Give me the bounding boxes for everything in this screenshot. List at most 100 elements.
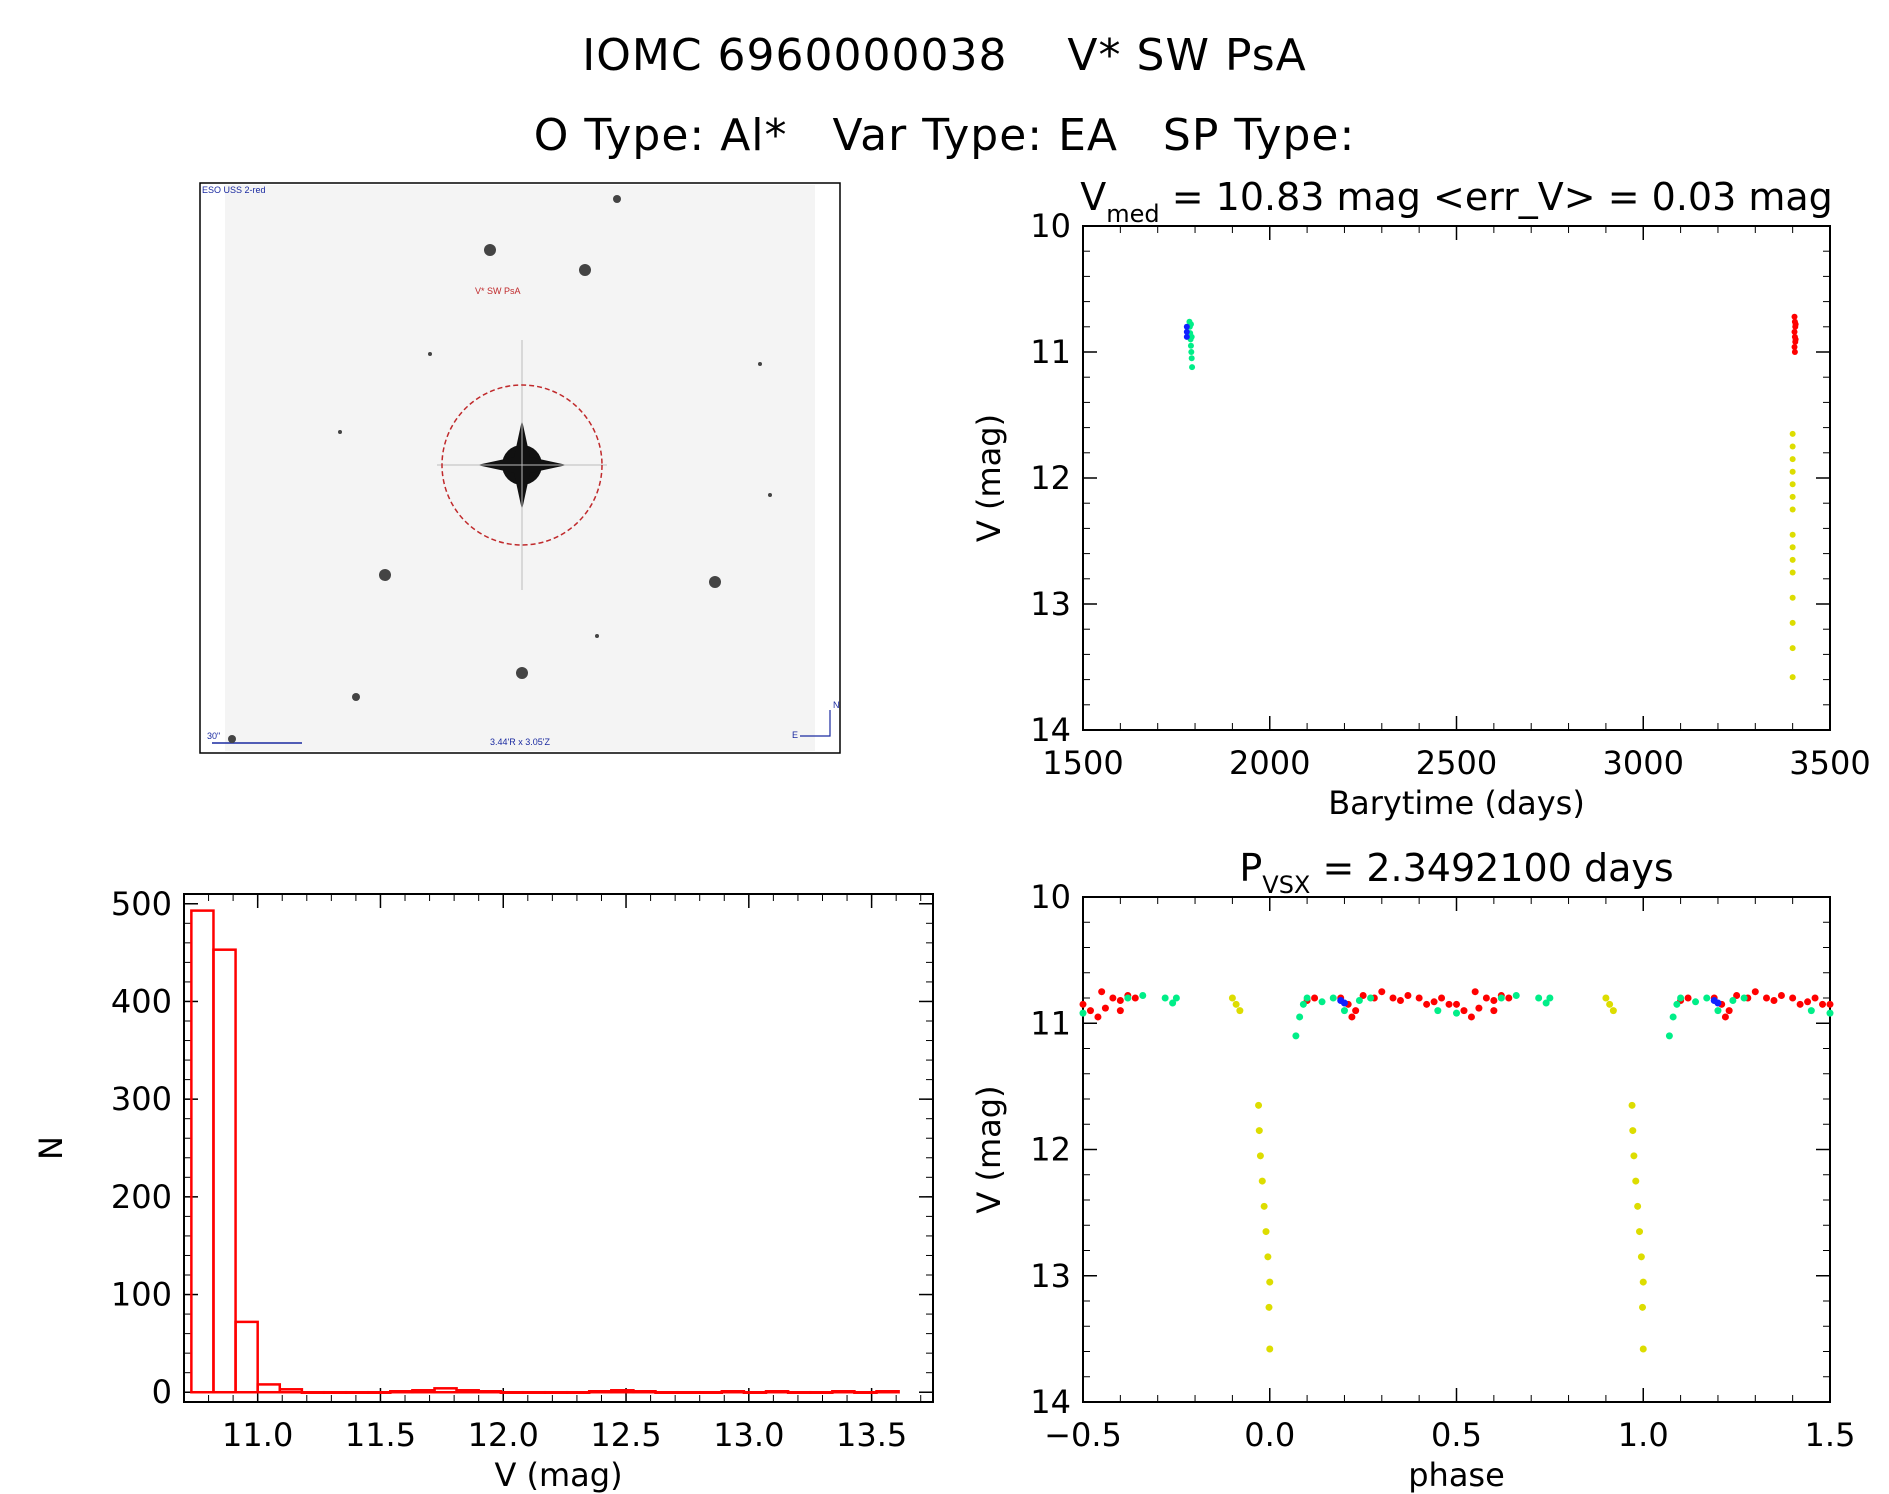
phase-point-red	[1378, 988, 1386, 996]
phase-point-yellow	[1632, 1177, 1640, 1185]
x-tick-label: 0.0	[1244, 1416, 1295, 1454]
x-tick-label: 11.0	[222, 1416, 293, 1454]
histogram-bar	[808, 1390, 834, 1394]
phase-point-green	[1161, 994, 1169, 1002]
phase-point-green	[1729, 997, 1737, 1005]
phase-point-red	[1453, 1000, 1460, 1008]
star	[516, 667, 528, 679]
phase-point-green	[1692, 998, 1700, 1006]
histogram-bar	[256, 1383, 282, 1394]
chart-title-line-1: IOMC 6960000038 V* SW PsA	[582, 30, 1307, 81]
star	[613, 195, 621, 203]
data-point-blue	[1183, 323, 1190, 330]
phase-point-yellow	[1630, 1152, 1638, 1160]
phase-point-green	[1535, 994, 1543, 1002]
phased-plot: −0.5 0.0 0.5 1.0 1.5 10 11 12 13 14 phase V (mag) PV…	[970, 846, 1855, 1494]
histogram-bar	[587, 1390, 613, 1394]
phased-x-axis-label: phase	[1408, 1456, 1505, 1494]
phase-point-green	[1434, 1007, 1442, 1015]
data-point-yellow	[1789, 430, 1796, 437]
star	[379, 569, 391, 581]
phase-point-red	[1116, 997, 1124, 1005]
east-label: E	[792, 730, 798, 740]
star	[758, 362, 762, 366]
histogram-bar	[433, 1387, 458, 1394]
phased-frame	[1082, 896, 1831, 1403]
phase-point-yellow	[1609, 1007, 1617, 1015]
phase-point-green	[1139, 991, 1147, 999]
data-point-yellow	[1789, 456, 1796, 463]
star	[579, 264, 591, 276]
target-label: V* SW PsA	[475, 286, 521, 296]
data-point-yellow	[1789, 481, 1796, 488]
phase-point-red	[1086, 1007, 1094, 1015]
phase-point-red	[1796, 1000, 1804, 1008]
lightcurve-y-axis-label: V (mag)	[970, 414, 1008, 542]
phase-point-green	[1703, 994, 1711, 1002]
histogram-x-axis-label: V (mag)	[494, 1456, 622, 1494]
phase-point-green	[1826, 1009, 1834, 1017]
data-point-green	[1187, 342, 1194, 349]
data-point-red	[1791, 349, 1798, 355]
histogram-y-axis-label: N	[32, 1136, 70, 1160]
phase-point-yellow	[1265, 1303, 1273, 1311]
phase-point-yellow	[1639, 1345, 1647, 1353]
phase-point-yellow	[1629, 1127, 1637, 1135]
survey-label: ESO USS 2-red	[202, 185, 266, 195]
x-tick-label: 13.5	[836, 1416, 907, 1454]
star	[228, 735, 236, 743]
histogram-bar	[610, 1389, 635, 1394]
phase-point-yellow	[1260, 1202, 1268, 1210]
phase-point-green	[1172, 994, 1180, 1002]
histogram-bar	[477, 1390, 503, 1394]
phase-point-red	[1482, 994, 1490, 1002]
scale-label: 30"	[207, 731, 220, 741]
chart-title-line-2: O Type: Al* Var Type: EA SP Type:	[533, 110, 1356, 161]
phase-point-red	[1116, 1007, 1124, 1015]
data-point-yellow	[1789, 569, 1796, 576]
star	[595, 634, 599, 638]
phase-point-blue	[1340, 999, 1348, 1007]
phase-point-green	[1303, 994, 1311, 1002]
histogram-bar	[366, 1390, 392, 1394]
data-point-green	[1189, 364, 1196, 371]
data-point-red	[1792, 321, 1799, 328]
phase-point-red	[1770, 997, 1778, 1005]
phase-point-blue	[1714, 999, 1722, 1007]
phase-point-yellow	[1262, 1228, 1270, 1236]
phase-point-yellow	[1639, 1278, 1647, 1286]
data-point-blue	[1183, 328, 1190, 335]
y-tick-label: 500	[111, 885, 172, 923]
histogram-bar	[499, 1390, 525, 1394]
x-tick-label: 12.0	[468, 1416, 539, 1454]
star	[768, 493, 772, 497]
x-tick-label: 3500	[1789, 744, 1870, 782]
y-tick-label: 300	[111, 1080, 172, 1118]
x-tick-label: 1500	[1042, 744, 1123, 782]
data-point-red	[1791, 343, 1798, 350]
compass-arrows	[800, 710, 831, 737]
histogram-frame	[183, 893, 934, 1403]
phase-point-green	[1292, 1032, 1300, 1040]
phase-point-red	[1131, 994, 1139, 1002]
data-point-yellow	[1789, 645, 1796, 652]
phase-point-green	[1079, 1009, 1087, 1017]
histogram-bar	[521, 1390, 547, 1394]
phase-point-red	[1751, 988, 1759, 996]
phase-point-red	[1109, 994, 1117, 1002]
phase-point-yellow	[1606, 1000, 1614, 1008]
phase-point-green	[1329, 994, 1337, 1002]
phase-point-red	[1475, 1004, 1483, 1012]
star	[338, 430, 342, 434]
phased-title: PVSX = 2.3492100 days	[1239, 846, 1673, 899]
phase-point-red	[1505, 994, 1513, 1002]
y-tick-label: 14	[1030, 711, 1071, 749]
data-point-red	[1792, 336, 1799, 343]
title-rest: = 2.3492100 days	[1310, 846, 1673, 890]
star	[428, 352, 432, 356]
x-tick-label: 3000	[1603, 744, 1684, 782]
phase-point-red	[1352, 1007, 1360, 1015]
data-point-red	[1791, 313, 1798, 320]
